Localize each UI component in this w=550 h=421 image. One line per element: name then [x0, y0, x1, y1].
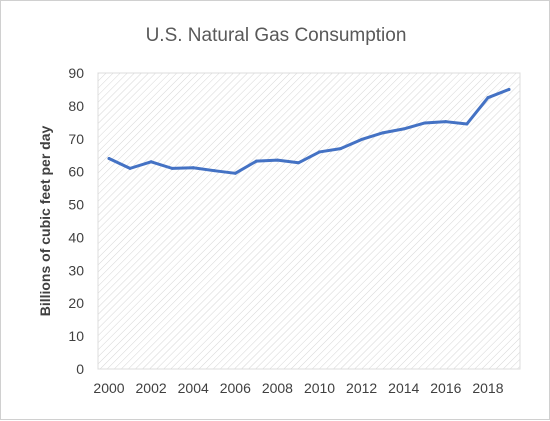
data-point: [275, 158, 279, 162]
data-point: [170, 166, 174, 170]
data-point: [191, 166, 195, 170]
data-point: [444, 120, 448, 124]
x-tick-label: 2014: [388, 380, 419, 396]
y-tick-label: 60: [68, 164, 84, 180]
x-tick-label: 2010: [304, 380, 335, 396]
data-point: [339, 147, 343, 151]
chart-title: U.S. Natural Gas Consumption: [146, 25, 407, 46]
y-tick-label: 0: [76, 361, 84, 377]
x-tick-label: 2018: [472, 380, 503, 396]
x-tick-label: 2008: [262, 380, 293, 396]
plot-area: [97, 72, 521, 370]
y-tick-label: 80: [68, 98, 84, 114]
x-tick-label: 2012: [346, 380, 377, 396]
data-point: [233, 171, 237, 175]
x-axis: 2000 2002 2004 2006 2008 2010 2012 2014 2016 2018: [93, 380, 503, 396]
data-point: [465, 122, 469, 126]
y-axis-label: Billions of cubic feet per day: [37, 125, 53, 316]
x-tick-label: 2002: [136, 380, 167, 396]
series-group: [107, 87, 511, 175]
series-line: [107, 87, 511, 175]
y-axis: 0 10 20 30 40 50 60 70 80 90: [68, 65, 84, 377]
x-tick-label: 2004: [178, 380, 209, 396]
data-point: [402, 127, 406, 131]
data-point: [507, 87, 511, 91]
data-point: [486, 96, 490, 100]
y-tick-label: 20: [68, 295, 84, 311]
data-point: [149, 160, 153, 164]
data-point: [423, 121, 427, 125]
y-tick-label: 70: [68, 131, 84, 147]
x-tick-label: 2016: [430, 380, 461, 396]
data-point: [296, 161, 300, 165]
data-point: [318, 150, 322, 154]
data-point: [212, 169, 216, 173]
data-point: [360, 137, 364, 141]
data-point: [381, 131, 385, 135]
x-tick-label: 2000: [93, 380, 124, 396]
y-tick-label: 40: [68, 229, 84, 245]
y-tick-label: 50: [68, 197, 84, 213]
y-tick-label: 90: [68, 65, 84, 81]
data-point: [107, 157, 111, 161]
data-point: [128, 166, 132, 170]
data-point: [254, 159, 258, 163]
y-tick-label: 30: [68, 262, 84, 278]
x-tick-label: 2006: [220, 380, 251, 396]
y-tick-label: 10: [68, 328, 84, 344]
